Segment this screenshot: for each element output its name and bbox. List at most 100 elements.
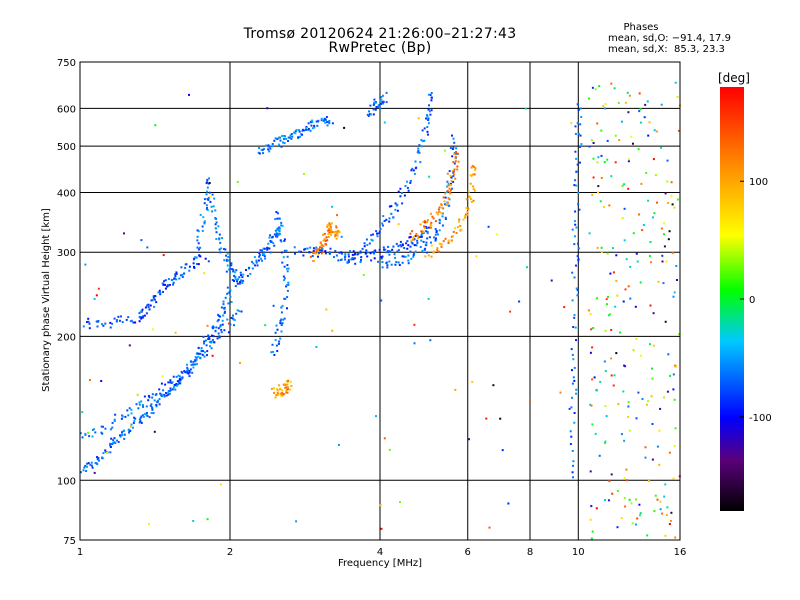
data-point [340, 251, 343, 254]
data-point [215, 218, 218, 220]
data-point [417, 147, 420, 150]
data-point [285, 138, 288, 140]
data-point [168, 390, 171, 392]
data-point [617, 403, 620, 406]
data-point [87, 317, 90, 320]
data-point [321, 119, 324, 122]
data-point [430, 109, 433, 112]
data-point [625, 479, 628, 482]
data-point [455, 147, 458, 150]
data-point [373, 102, 376, 105]
data-point [349, 250, 351, 253]
data-point [579, 161, 581, 164]
data-point [638, 503, 641, 506]
data-point [387, 250, 390, 252]
data-point [589, 403, 592, 406]
data-point [428, 104, 430, 107]
data-point [591, 346, 594, 349]
data-point [665, 260, 668, 263]
data-point [286, 284, 289, 286]
data-point [209, 195, 212, 198]
data-point [429, 212, 432, 215]
data-point [119, 435, 122, 438]
data-point [381, 261, 384, 263]
data-point [675, 265, 678, 267]
data-point [319, 246, 321, 249]
data-point [445, 191, 448, 194]
data-point [610, 374, 613, 377]
data-point [133, 416, 136, 419]
data-point [447, 197, 450, 200]
data-point [245, 269, 247, 271]
data-point [123, 437, 126, 440]
data-point [421, 140, 424, 143]
data-point [316, 250, 319, 252]
data-point [287, 281, 290, 284]
data-point [647, 134, 650, 137]
data-point [151, 396, 154, 399]
data-point [381, 222, 384, 225]
data-point [458, 218, 461, 221]
data-point [448, 187, 451, 190]
data-point [278, 384, 281, 387]
data-point [196, 235, 199, 238]
data-point [372, 104, 375, 106]
data-point [215, 221, 218, 224]
data-point [660, 103, 663, 106]
data-point [280, 240, 283, 243]
data-point [575, 170, 578, 173]
data-point [647, 199, 650, 202]
data-point [117, 441, 120, 443]
data-point [672, 388, 675, 391]
data-point [366, 255, 369, 258]
data-point [130, 408, 133, 411]
data-point [186, 370, 189, 373]
data-point [623, 207, 626, 210]
data-point [120, 315, 122, 318]
data-point [87, 431, 90, 434]
data-point [362, 274, 365, 276]
data-point [455, 152, 457, 155]
data-point [223, 312, 226, 314]
data-point [416, 242, 419, 244]
data-point [278, 230, 281, 233]
data-point [667, 353, 670, 356]
data-point [590, 328, 593, 331]
data-point [93, 298, 96, 300]
data-point [411, 230, 414, 233]
data-point [337, 259, 340, 262]
data-point [268, 145, 271, 148]
data-point [628, 94, 631, 97]
data-point [629, 297, 632, 300]
data-point [151, 407, 154, 410]
data-point [607, 499, 610, 502]
data-point [102, 324, 105, 327]
data-point [442, 196, 445, 199]
data-point [603, 161, 606, 164]
data-point [419, 223, 422, 226]
data-point [674, 365, 677, 368]
data-point [145, 412, 148, 414]
data-point [98, 459, 100, 462]
data-point [290, 385, 293, 387]
data-point [622, 390, 625, 393]
data-point [158, 289, 161, 292]
data-point [376, 232, 378, 235]
data-point [598, 85, 601, 88]
data-point [423, 225, 426, 228]
data-point [330, 234, 332, 237]
data-point [399, 187, 402, 190]
data-point [197, 230, 200, 233]
data-point [298, 135, 301, 138]
data-point [146, 304, 149, 307]
data-point [472, 188, 475, 191]
data-point [200, 347, 203, 350]
data-point [590, 139, 593, 142]
data-point [334, 235, 337, 238]
data-point [208, 177, 210, 180]
data-point [672, 373, 675, 376]
data-point [361, 247, 364, 250]
data-point [202, 216, 205, 219]
data-point [109, 442, 112, 445]
data-point [576, 289, 579, 291]
